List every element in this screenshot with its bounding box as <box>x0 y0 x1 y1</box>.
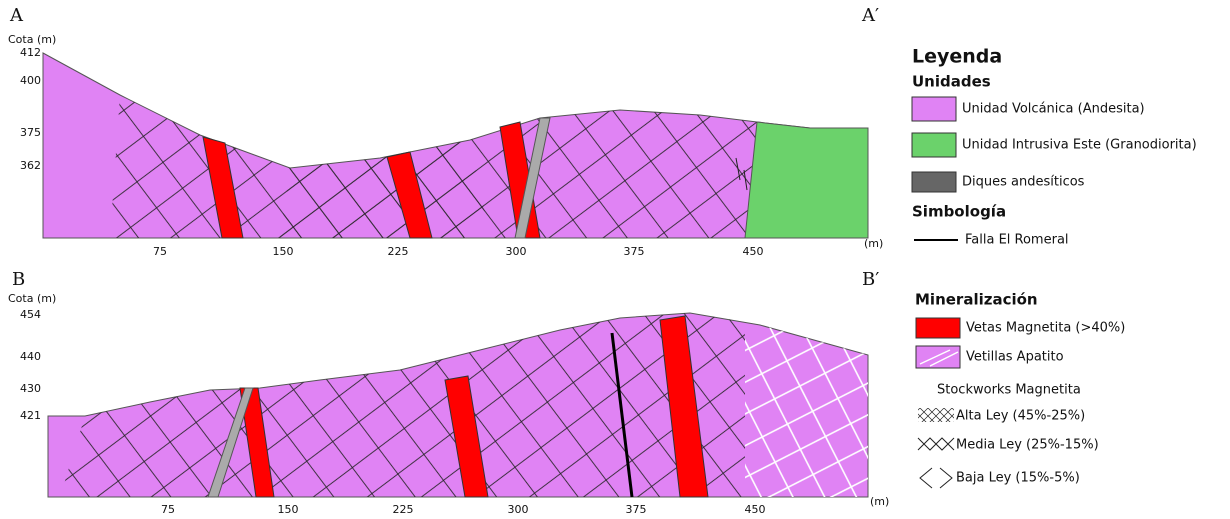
x-tick-label: 150 <box>278 503 299 516</box>
legend-heading: Simbología <box>912 203 1006 221</box>
x-unit-label: (m) <box>864 237 883 250</box>
legend-heading: Stockworks Magnetita <box>937 383 1081 398</box>
legend-item: Vetillas Apatito <box>966 350 1064 365</box>
y-tick-label: 362 <box>20 159 41 172</box>
x-tick-label: 300 <box>506 245 527 258</box>
x-tick-label: 375 <box>624 245 645 258</box>
y-tick-label: 430 <box>20 382 41 395</box>
legend-heading: Unidades <box>912 73 991 91</box>
legend-item: Media Ley (25%-15%) <box>956 438 1099 453</box>
y-tick-label: 400 <box>20 74 41 87</box>
y-tick-label: 412 <box>20 46 41 59</box>
y-tick-label: 454 <box>20 308 41 321</box>
y-tick-label: 421 <box>20 409 41 422</box>
legend-item: Diques andesíticos <box>962 175 1085 190</box>
legend-item: Falla El Romeral <box>965 233 1069 248</box>
section-a <box>43 53 868 238</box>
section-end-label: B′ <box>862 269 879 290</box>
legend-heading: Mineralización <box>915 291 1038 309</box>
x-tick-label: 450 <box>745 503 766 516</box>
section-end-label: A′ <box>861 5 879 26</box>
x-unit-label: (m) <box>870 495 889 508</box>
y-axis-label: Cota (m) <box>8 33 56 46</box>
legend-item: Alta Ley (45%-25%) <box>956 409 1085 424</box>
x-tick-label: 450 <box>743 245 764 258</box>
y-tick-label: 440 <box>20 350 41 363</box>
x-tick-label: 375 <box>626 503 647 516</box>
y-tick-label: 375 <box>20 126 41 139</box>
x-tick-label: 225 <box>388 245 409 258</box>
section-start-label: B <box>12 269 25 290</box>
legend: Leyenda Unidades Unidad Volcánica (Andes… <box>912 46 1197 489</box>
legend-title: Leyenda <box>912 46 1002 68</box>
x-tick-label: 75 <box>153 245 167 258</box>
x-tick-label: 225 <box>393 503 414 516</box>
section-start-label: A <box>9 5 24 26</box>
legend-item: Vetas Magnetita (>40%) <box>966 321 1125 336</box>
page: AA′Cota (m)41240037536275150225300375450… <box>0 0 1230 519</box>
legend-item: Baja Ley (15%-5%) <box>956 471 1080 486</box>
x-tick-label: 75 <box>161 503 175 516</box>
y-axis-label: Cota (m) <box>8 292 56 305</box>
x-tick-label: 150 <box>273 245 294 258</box>
legend-item: Unidad Intrusiva Este (Granodiorita) <box>962 138 1197 153</box>
section-b <box>48 313 868 497</box>
x-tick-label: 300 <box>508 503 529 516</box>
legend-item: Unidad Volcánica (Andesita) <box>962 102 1145 117</box>
